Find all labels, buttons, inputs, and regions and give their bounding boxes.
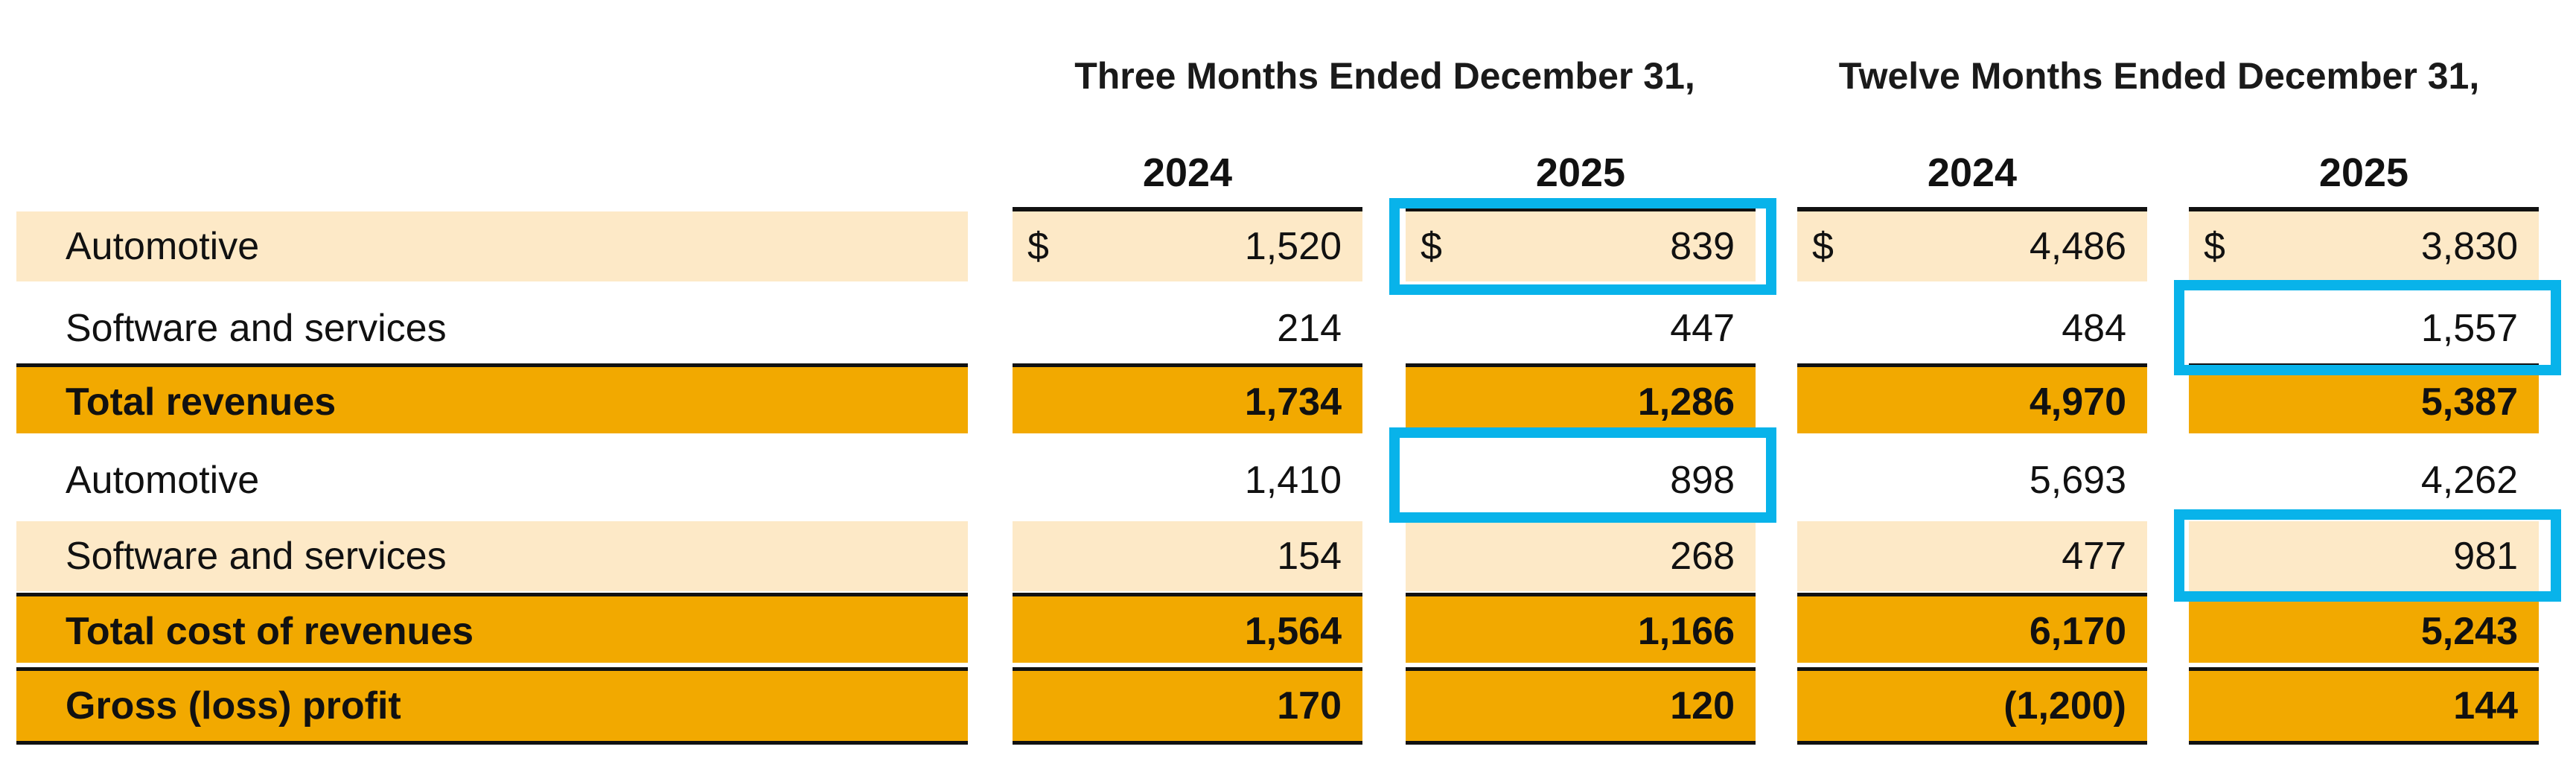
currency-symbol: $ — [1027, 225, 1049, 268]
row-label: Total cost of revenues — [16, 593, 968, 663]
value-cell: 447 — [1406, 293, 1756, 363]
currency-symbol: $ — [2204, 225, 2225, 268]
value-cell: 5,387 — [2189, 363, 2539, 433]
value-cell: 5,243 — [2189, 593, 2539, 663]
cell-value: 5,387 — [2420, 381, 2518, 424]
value-cell: 1,410 — [1013, 445, 1362, 515]
value-cell: $ 839 — [1406, 211, 1756, 281]
cell-value: 839 — [1670, 225, 1735, 268]
row-label: Gross (loss) profit — [16, 667, 968, 745]
value-cell: $ 3,830 — [2189, 211, 2539, 281]
cell-value: 477 — [2062, 535, 2126, 578]
cell-value: 4,486 — [2029, 225, 2126, 268]
value-cell: $ 4,486 — [1797, 211, 2147, 281]
row-label: Software and services — [16, 521, 968, 591]
cell-value: 4,970 — [2029, 381, 2126, 424]
value-cell: 1,166 — [1406, 593, 1756, 663]
currency-symbol: $ — [1421, 225, 1442, 268]
cell-value: 5,693 — [2029, 459, 2126, 502]
cell-value: 1,564 — [1244, 610, 1342, 653]
value-cell: 898 — [1406, 445, 1756, 515]
table-row-software-cost: Software and services 154 268 477 981 — [0, 521, 2576, 591]
cell-value: 6,170 — [2029, 610, 2126, 653]
cell-value: 1,734 — [1244, 381, 1342, 424]
cell-value: 5,243 — [2420, 610, 2518, 653]
year-header-3m-2024: 2024 — [1013, 149, 1362, 211]
value-cell: 1,286 — [1406, 363, 1756, 433]
cell-value: 1,410 — [1244, 459, 1342, 502]
value-cell: 4,970 — [1797, 363, 2147, 433]
value-cell: 1,557 — [2189, 293, 2539, 363]
table-row-total-cost: Total cost of revenues 1,564 1,166 6,170… — [0, 593, 2576, 663]
row-label: Automotive — [16, 211, 968, 281]
table-row-gross-profit: Gross (loss) profit 170 120 (1,200) 144 — [0, 667, 2576, 745]
column-group-header-three-months: Three Months Ended December 31, — [1074, 55, 1695, 97]
value-cell: 1,564 — [1013, 593, 1362, 663]
row-label: Total revenues — [16, 363, 968, 433]
year-header-12m-2024: 2024 — [1797, 149, 2147, 211]
value-cell: (1,200) — [1797, 667, 2147, 745]
cell-value: 3,830 — [2420, 225, 2518, 268]
currency-symbol: $ — [1812, 225, 1834, 268]
cell-value: 1,166 — [1637, 610, 1735, 653]
value-cell: 268 — [1406, 521, 1756, 591]
value-cell: $ 1,520 — [1013, 211, 1362, 281]
value-cell: 4,262 — [2189, 445, 2539, 515]
cell-value: 170 — [1277, 684, 1342, 728]
value-cell: 5,693 — [1797, 445, 2147, 515]
value-cell: 120 — [1406, 667, 1756, 745]
value-cell: 154 — [1013, 521, 1362, 591]
value-cell: 981 — [2189, 521, 2539, 591]
cell-value: 981 — [2453, 535, 2518, 578]
table-row-automotive-revenue: Automotive $ 1,520 $ 839 $ 4,486 $ 3,830 — [0, 211, 2576, 281]
cell-value: 154 — [1277, 535, 1342, 578]
cell-value: 484 — [2062, 307, 2126, 350]
value-cell: 1,734 — [1013, 363, 1362, 433]
year-header-12m-2025: 2025 — [2189, 149, 2539, 211]
cell-value: 898 — [1670, 459, 1735, 502]
value-cell: 6,170 — [1797, 593, 2147, 663]
row-label: Automotive — [66, 459, 260, 502]
value-cell: 170 — [1013, 667, 1362, 745]
value-cell: 144 — [2189, 667, 2539, 745]
cell-value: 214 — [1277, 307, 1342, 350]
value-cell: 477 — [1797, 521, 2147, 591]
cell-value: 1,286 — [1637, 381, 1735, 424]
cell-value: 447 — [1670, 307, 1735, 350]
table-row-software-revenue: Software and services 214 447 484 1,557 — [0, 293, 2576, 363]
cell-value: 4,262 — [2420, 459, 2518, 502]
cell-value: 268 — [1670, 535, 1735, 578]
cell-value: 120 — [1670, 684, 1735, 728]
row-label: Software and services — [66, 307, 447, 350]
cell-value: 1,557 — [2420, 307, 2518, 350]
table-row-total-revenues: Total revenues 1,734 1,286 4,970 5,387 — [0, 363, 2576, 433]
cell-value: (1,200) — [2003, 684, 2126, 728]
value-cell: 484 — [1797, 293, 2147, 363]
cell-value: 144 — [2453, 684, 2518, 728]
value-cell: 214 — [1013, 293, 1362, 363]
cell-value: 1,520 — [1244, 225, 1342, 268]
table-row-automotive-cost: Automotive 1,410 898 5,693 4,262 — [0, 445, 2576, 515]
year-header-3m-2025: 2025 — [1406, 149, 1756, 211]
column-group-header-twelve-months: Twelve Months Ended December 31, — [1838, 55, 2480, 97]
